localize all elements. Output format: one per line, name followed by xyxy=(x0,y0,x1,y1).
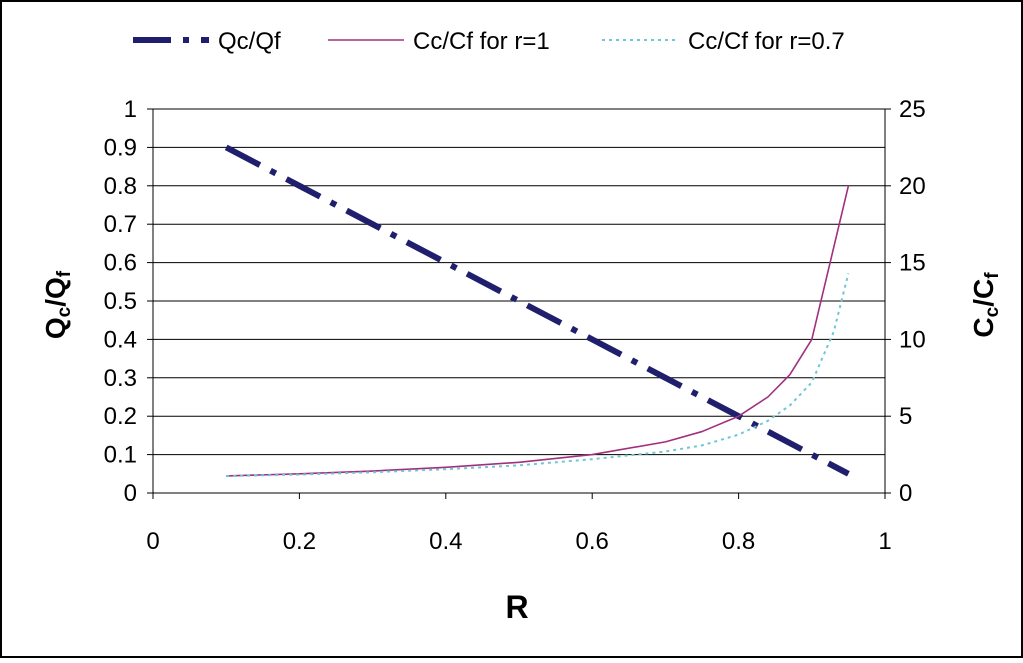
legend-label-1: Qc/Qf xyxy=(218,28,281,55)
y-right-sub2: f xyxy=(982,272,1003,279)
y-right-sep: /C xyxy=(968,279,999,307)
series-layer xyxy=(224,144,850,478)
y-right-tick-label: 10 xyxy=(899,326,926,353)
series-line-2 xyxy=(226,185,850,477)
y-left-tick-label: 0.3 xyxy=(104,365,137,392)
y-left-tick-label: 0.4 xyxy=(104,326,137,353)
y-right-tick-label: 0 xyxy=(899,480,912,507)
x-tick-label: 0.4 xyxy=(429,528,462,555)
x-axis: 0 0.2 0.4 0.6 0.8 1 xyxy=(146,493,892,555)
y-left-sub2: f xyxy=(54,270,75,277)
y-left-tick-label: 0.5 xyxy=(104,288,137,315)
y-axis-left-title: Qc/Qf xyxy=(40,270,75,339)
y-left-sub1: c xyxy=(54,306,75,317)
x-tick-label: 1 xyxy=(878,528,891,555)
y-right-sub1: c xyxy=(982,306,1003,317)
y-right-tick-label: 20 xyxy=(899,173,926,200)
legend-label-2: Cc/Cf for r=1 xyxy=(413,28,550,55)
y-left-tick-label: 0 xyxy=(124,480,137,507)
legend: Qc/Qf Cc/Cf for r=1 Cc/Cf for r=0.7 xyxy=(133,28,845,55)
y-right-base: C xyxy=(968,317,999,337)
x-tick-label: 0.2 xyxy=(283,528,316,555)
right-axis: 0 5 10 15 20 25 xyxy=(885,96,926,507)
y-left-tick-label: 0.8 xyxy=(104,173,137,200)
x-tick-label: 0.8 xyxy=(722,528,755,555)
y-left-tick-label: 0.9 xyxy=(104,134,137,161)
y-left-sep: /Q xyxy=(40,277,71,307)
y-left-tick-label: 0.7 xyxy=(104,211,137,238)
y-left-tick-label: 0.1 xyxy=(104,442,137,469)
y-right-tick-label: 25 xyxy=(899,96,926,123)
x-tick-label: 0 xyxy=(146,528,159,555)
x-axis-title: R xyxy=(505,589,528,625)
y-right-tick-label: 5 xyxy=(899,403,912,430)
y-left-tick-label: 0.2 xyxy=(104,403,137,430)
series-line-1 xyxy=(224,144,850,477)
y-left-tick-label: 1 xyxy=(124,96,137,123)
y-left-tick-label: 0.6 xyxy=(104,250,137,277)
legend-label-3: Cc/Cf for r=0.7 xyxy=(688,28,845,55)
x-tick-label: 0.6 xyxy=(576,528,609,555)
y-left-base: Q xyxy=(40,317,71,339)
left-axis: 0 0.1 0.2 0.3 0.4 0.5 0.6 0.7 0.8 0.9 1 xyxy=(104,96,153,507)
y-right-tick-label: 15 xyxy=(899,250,926,277)
y-axis-right-title: Cc/Cf xyxy=(968,272,1003,338)
